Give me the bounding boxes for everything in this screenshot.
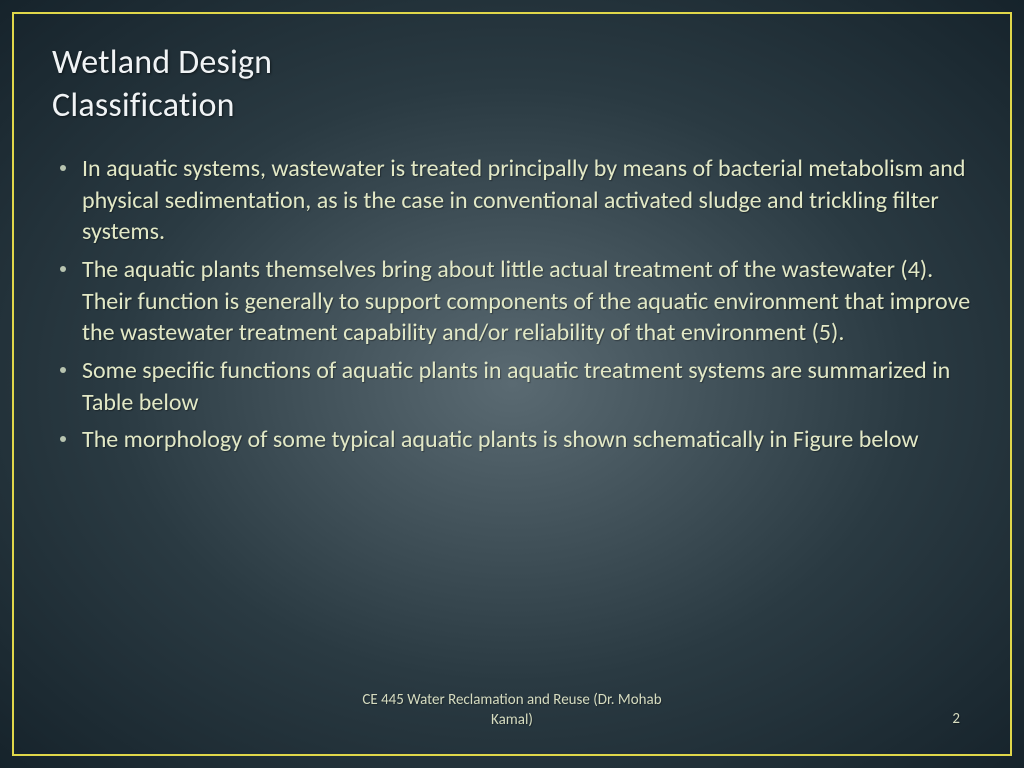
- bullet-icon: [60, 165, 66, 171]
- page-number: 2: [952, 710, 960, 728]
- bullet-text: The aquatic plants themselves bring abou…: [82, 255, 970, 347]
- bullet-icon: [60, 266, 66, 272]
- slide-title: Wetland Design Classification: [52, 42, 972, 127]
- list-item: The morphology of some typical aquatic p…: [52, 424, 972, 456]
- bullet-text: Some specific functions of aquatic plant…: [82, 356, 950, 417]
- footer-line-2: Kamal): [491, 711, 533, 729]
- footer-center: CE 445 Water Reclamation and Reuse (Dr. …: [14, 690, 1010, 731]
- bullet-text: In aquatic systems, wastewater is treate…: [82, 154, 965, 246]
- bullet-icon: [60, 367, 66, 373]
- list-item: In aquatic systems, wastewater is treate…: [52, 153, 972, 248]
- footer-line-1: CE 445 Water Reclamation and Reuse (Dr. …: [362, 691, 661, 709]
- title-line-1: Wetland Design: [52, 42, 272, 83]
- bullet-list: In aquatic systems, wastewater is treate…: [52, 153, 972, 456]
- bullet-icon: [60, 436, 66, 442]
- title-line-2: Classification: [52, 85, 235, 126]
- slide: Wetland Design Classification In aquatic…: [0, 0, 1024, 768]
- bullet-text: The morphology of some typical aquatic p…: [82, 425, 919, 454]
- list-item: Some specific functions of aquatic plant…: [52, 355, 972, 418]
- list-item: The aquatic plants themselves bring abou…: [52, 254, 972, 349]
- slide-frame: Wetland Design Classification In aquatic…: [12, 12, 1012, 756]
